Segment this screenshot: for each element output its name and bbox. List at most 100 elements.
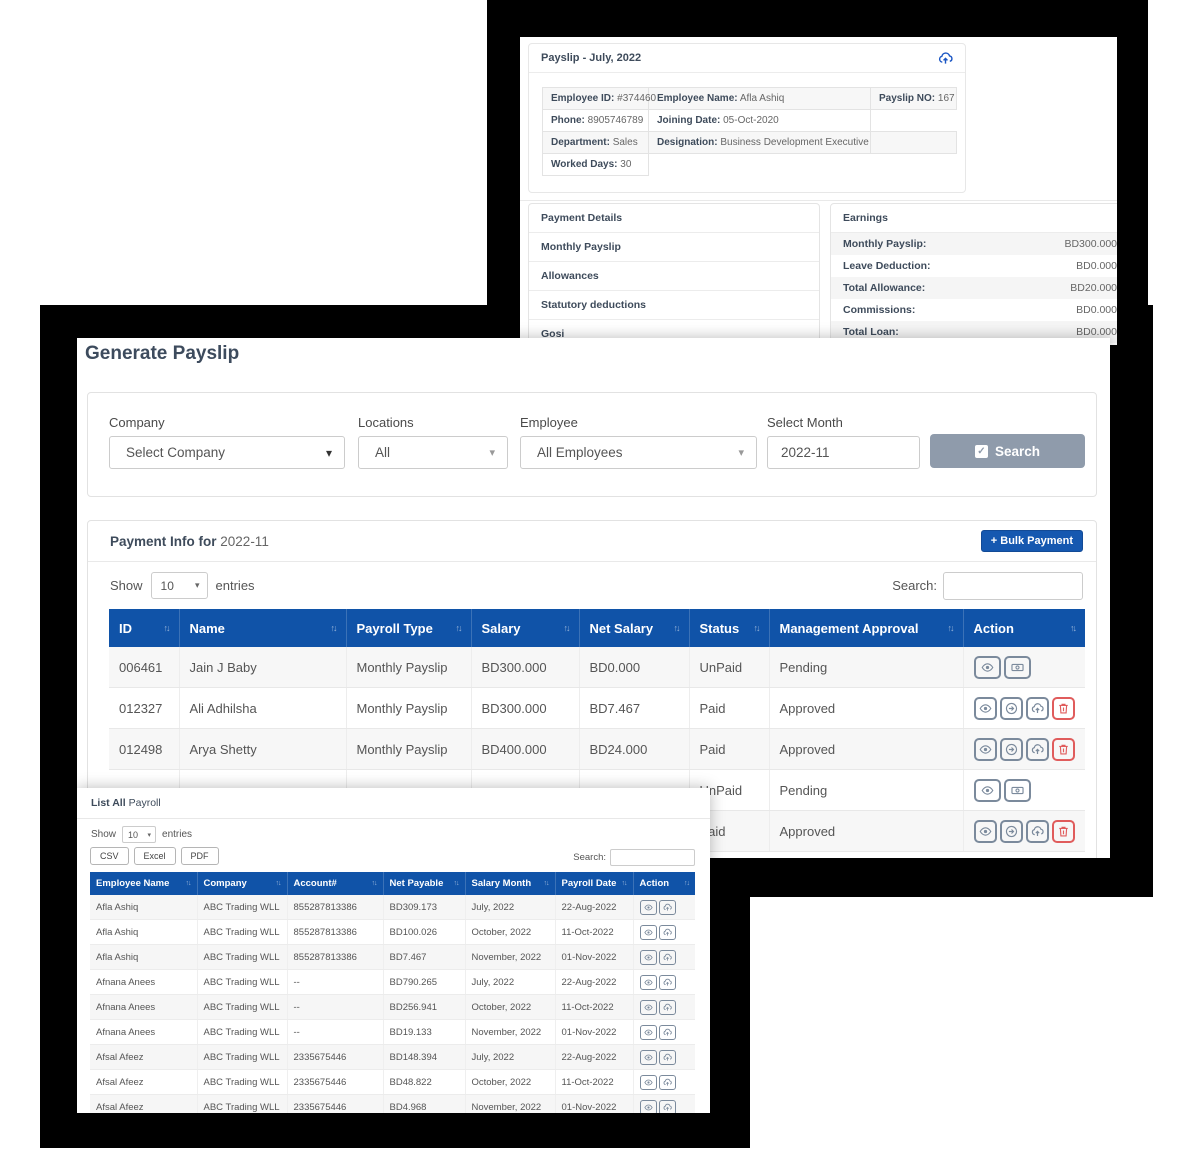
- column-header-payroll-type[interactable]: Payroll Type ↑↓: [346, 609, 472, 647]
- select-month-label: Select Month: [767, 415, 843, 430]
- payment-details-item-allowances[interactable]: Allowances: [529, 262, 819, 291]
- table-row: Afla Ashiq ABC Trading WLL 855287813386 BD3…: [90, 895, 695, 920]
- view-button[interactable]: [639, 1074, 657, 1090]
- payroll-table-search-input[interactable]: [610, 849, 695, 866]
- upload-button[interactable]: [1025, 737, 1049, 761]
- table-row: Afla Ashiq ABC Trading WLL 855287813386 BD7…: [90, 944, 695, 970]
- month-input[interactable]: 2022-11: [767, 436, 920, 469]
- column-header-status[interactable]: Status ↑↓: [689, 609, 770, 647]
- earnings-row: Total Allowance: BD20.000: [831, 277, 1117, 299]
- column-header-net-salary[interactable]: Net Salary ↑↓: [579, 609, 690, 647]
- cloud-upload-icon: [663, 1103, 672, 1112]
- eye-icon: [644, 953, 653, 962]
- view-button[interactable]: [639, 1049, 657, 1065]
- view-button[interactable]: [639, 1024, 657, 1040]
- sort-icon: ↑↓: [563, 623, 571, 633]
- column-header-name[interactable]: Name ↑↓: [179, 609, 347, 647]
- locations-select[interactable]: All ▾: [358, 436, 508, 469]
- table-row: 012327 Ali Adhilsha Monthly Payslip BD30…: [109, 687, 1085, 729]
- company-select[interactable]: Select Company ▾: [109, 436, 345, 469]
- chevron-down-icon: ▾: [147, 831, 152, 839]
- upload-button[interactable]: [658, 899, 676, 915]
- upload-button[interactable]: [658, 1099, 676, 1113]
- payment-table-search-input[interactable]: [943, 571, 1083, 600]
- eye-icon: [644, 978, 653, 987]
- sort-icon: ↑↓: [947, 623, 955, 633]
- view-button[interactable]: [639, 999, 657, 1015]
- go-button[interactable]: [999, 819, 1023, 843]
- page-size-select[interactable]: 10 ▾: [122, 826, 157, 843]
- payroll-list-title: List All Payroll: [77, 788, 710, 819]
- cloud-upload-icon: [1031, 743, 1044, 756]
- excel-export-button[interactable]: Excel: [133, 847, 176, 865]
- pdf-export-button[interactable]: PDF: [180, 847, 219, 865]
- pay-button[interactable]: [1003, 655, 1031, 679]
- view-button[interactable]: [639, 1099, 657, 1113]
- cloud-upload-icon: [663, 1003, 672, 1012]
- payment-details-item-gosi[interactable]: Gosi: [529, 320, 819, 345]
- upload-button[interactable]: [658, 1049, 676, 1065]
- upload-button[interactable]: [658, 974, 676, 990]
- payment-details-item-monthly-payslip[interactable]: Monthly Payslip: [529, 233, 819, 262]
- company-label: Company: [109, 415, 165, 430]
- view-button[interactable]: [973, 655, 1001, 679]
- upload-button[interactable]: [658, 1074, 676, 1090]
- column-header-salary-month[interactable]: Salary Month ↑↓: [465, 872, 556, 895]
- go-button[interactable]: [999, 737, 1023, 761]
- filters-card: Company Select Company ▾ Locations All ▾…: [87, 392, 1097, 497]
- column-header-net-payable[interactable]: Net Payable ↑↓: [383, 872, 466, 895]
- view-button[interactable]: [639, 974, 657, 990]
- column-header-management-approval[interactable]: Management Approval ↑↓: [769, 609, 964, 647]
- view-button[interactable]: [639, 949, 657, 965]
- bulk-payment-button[interactable]: + Bulk Payment: [980, 530, 1083, 552]
- payment-details-item-statutory-deductions[interactable]: Statutory deductions: [529, 291, 819, 320]
- table-row: Phone: 8905746789 Joining Date: 05-Oct-2…: [542, 109, 957, 132]
- earnings-title: Earnings: [831, 204, 1117, 233]
- column-header-payroll-date[interactable]: Payroll Date ↑↓: [555, 872, 634, 895]
- upload-button[interactable]: [658, 999, 676, 1015]
- search-label: Search:: [573, 852, 606, 863]
- column-header-account[interactable]: Account# ↑↓: [287, 872, 384, 895]
- upload-button[interactable]: [1025, 819, 1049, 843]
- sort-icon: ↑↓: [673, 623, 681, 633]
- cloud-upload-icon: [663, 953, 672, 962]
- eye-icon: [981, 784, 994, 797]
- upload-payslip-icon[interactable]: [938, 51, 953, 66]
- eye-icon: [644, 928, 653, 937]
- sort-icon: ↑↓: [684, 880, 690, 887]
- view-button[interactable]: [639, 924, 657, 940]
- column-header-action[interactable]: Action ↑↓: [633, 872, 695, 895]
- view-button[interactable]: [973, 696, 997, 720]
- view-button[interactable]: [973, 819, 997, 843]
- earnings-row: Leave Deduction: BD0.000: [843, 260, 1117, 272]
- upload-button[interactable]: [1025, 696, 1049, 720]
- search-label: Search:: [892, 578, 937, 593]
- delete-button[interactable]: [1051, 737, 1075, 761]
- column-header-action[interactable]: Action ↑↓: [963, 609, 1085, 647]
- column-header-id[interactable]: ID ↑↓: [109, 609, 180, 647]
- money-icon: [1011, 661, 1024, 674]
- upload-button[interactable]: [658, 1024, 676, 1040]
- column-header-salary[interactable]: Salary ↑↓: [471, 609, 580, 647]
- employee-select[interactable]: All Employees ▾: [520, 436, 757, 469]
- go-button[interactable]: [999, 696, 1023, 720]
- earnings-row: Total Loan: BD0.000: [831, 321, 1117, 343]
- page-size-select[interactable]: 10 ▾: [150, 572, 208, 599]
- upload-button[interactable]: [658, 924, 676, 940]
- eye-icon: [979, 825, 992, 838]
- view-button[interactable]: [639, 899, 657, 915]
- delete-button[interactable]: [1051, 696, 1075, 720]
- search-button[interactable]: ✓ Search: [930, 434, 1085, 468]
- column-header-company[interactable]: Company ↑↓: [197, 872, 288, 895]
- csv-export-button[interactable]: CSV: [90, 847, 129, 865]
- view-button[interactable]: [973, 778, 1001, 802]
- show-label: Show: [110, 578, 143, 593]
- status-badge: UnPaid: [689, 769, 770, 811]
- delete-button[interactable]: [1051, 819, 1075, 843]
- generate-payslip-window: Generate Payslip Company Select Company …: [77, 338, 1110, 858]
- pay-button[interactable]: [1003, 778, 1031, 802]
- view-button[interactable]: [973, 737, 997, 761]
- payslip-window: Payslip - July, 2022 Employee ID: #37446…: [520, 37, 1117, 345]
- column-header-employee-name[interactable]: Employee Name ↑↓: [90, 872, 198, 895]
- upload-button[interactable]: [658, 949, 676, 965]
